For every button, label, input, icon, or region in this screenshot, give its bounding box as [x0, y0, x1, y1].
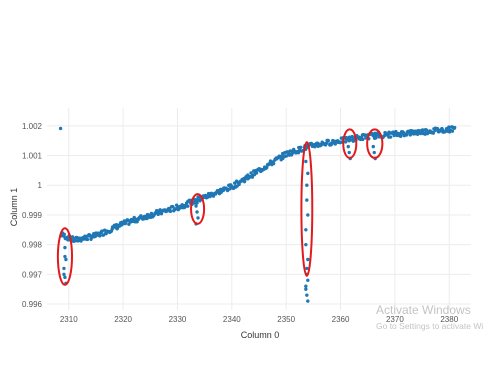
data-point: [97, 234, 102, 238]
x-tick-label: 2380: [440, 315, 458, 324]
outlier-point: [196, 216, 200, 220]
data-point: [450, 129, 455, 133]
data-point: [158, 208, 162, 212]
x-tick-label: 2320: [114, 315, 132, 324]
outlier-highlight-ellipse: [190, 193, 206, 225]
x-tick-label: 2360: [332, 315, 350, 324]
data-point: [392, 133, 396, 138]
outlier-highlight-ellipse: [300, 141, 314, 277]
outlier-point: [306, 257, 310, 262]
outlier-point: [371, 144, 375, 149]
outlier-point: [64, 257, 68, 262]
outlier-point: [195, 201, 199, 205]
outlier-point: [347, 150, 351, 155]
outlier-point: [372, 150, 376, 155]
data-point: [228, 187, 232, 191]
outlier-point: [306, 278, 310, 282]
data-point: [186, 204, 190, 208]
data-point: [347, 135, 352, 139]
outlier-point: [304, 242, 308, 247]
x-axis-ticks: 2310 2320 2330 2340 2350 2360 2370 2380: [60, 315, 459, 324]
outlier-point: [306, 299, 310, 303]
data-point: [271, 161, 276, 166]
data-point: [343, 140, 348, 144]
data-point: [145, 216, 149, 221]
y-tick-label: 1.001: [22, 152, 43, 161]
y-tick-label: 1: [38, 181, 43, 190]
data-point: [447, 125, 451, 129]
data-point: [159, 212, 164, 216]
outlier-point: [63, 275, 67, 280]
data-point: [284, 154, 289, 158]
outlier-point: [304, 287, 308, 291]
data-point: [361, 137, 365, 142]
outlier-point: [63, 254, 67, 259]
data-point: [243, 178, 247, 182]
outlier-point: [62, 272, 66, 277]
data-points: [58, 125, 457, 303]
outlier-point: [304, 228, 308, 232]
x-axis-title: Column 0: [241, 330, 280, 340]
data-point: [168, 209, 173, 214]
data-point: [388, 135, 393, 139]
data-point: [298, 145, 303, 149]
data-point: [254, 171, 259, 175]
data-point: [452, 125, 457, 130]
data-point: [324, 141, 329, 146]
watermark-subtitle: Go to Settings to activate Wi: [376, 321, 483, 331]
outlier-point: [194, 204, 198, 208]
x-tick-label: 2350: [277, 315, 295, 324]
outlier-point: [305, 266, 309, 271]
outlier-annotations: [56, 128, 384, 286]
y-tick-label: 0.996: [22, 300, 43, 309]
watermark-title: Activate Windows: [376, 303, 471, 317]
outlier-point: [62, 234, 66, 238]
outlier-point: [195, 210, 199, 214]
outlier-highlight-ellipse: [366, 128, 384, 159]
y-tick-label: 0.997: [22, 270, 43, 279]
data-point: [296, 151, 301, 155]
outlier-highlight-ellipse: [342, 128, 358, 159]
data-point: [85, 237, 90, 242]
x-tick-label: 2310: [60, 315, 78, 324]
outlier-point: [346, 144, 350, 149]
x-tick-label: 2370: [386, 315, 404, 324]
outlier-highlight-ellipse: [56, 227, 74, 286]
data-point: [435, 126, 440, 131]
outlier-point: [306, 213, 310, 217]
outlier-point: [305, 198, 309, 202]
outlier-point: [305, 293, 309, 297]
data-point: [326, 139, 330, 143]
data-point: [173, 207, 178, 211]
data-point: [420, 128, 425, 132]
y-axis-ticks: 0.996 0.997 0.998 0.999 1 1.001 1.002: [22, 122, 43, 309]
x-tick-label: 2340: [223, 315, 241, 324]
grid-lines: [47, 108, 471, 310]
y-tick-label: 0.999: [22, 211, 43, 220]
y-tick-label: 1.002: [22, 122, 43, 131]
y-axis-title: Column 1: [9, 188, 19, 227]
data-point: [424, 128, 429, 132]
outlier-point: [63, 245, 67, 250]
outlier-point: [196, 195, 200, 199]
data-point: [431, 131, 435, 135]
outlier-point: [305, 183, 309, 187]
data-point: [371, 134, 375, 138]
outlier-point: [304, 159, 308, 164]
data-point: [374, 136, 378, 140]
outlier-point: [306, 171, 310, 176]
data-point: [171, 205, 175, 209]
x-tick-label: 2330: [169, 315, 187, 324]
outlier-point: [304, 284, 308, 288]
data-point: [265, 165, 269, 170]
data-point: [404, 132, 409, 137]
data-point: [399, 134, 403, 138]
data-point: [58, 126, 63, 131]
outlier-point: [62, 266, 66, 271]
y-tick-label: 0.998: [22, 241, 43, 250]
data-point: [333, 142, 337, 146]
